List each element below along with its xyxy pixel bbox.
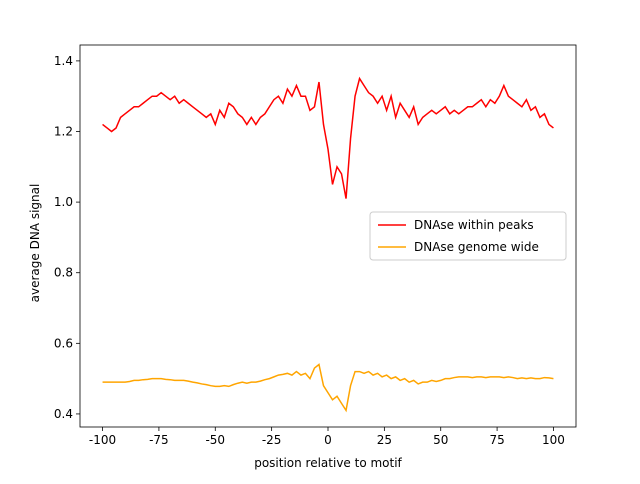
y-tick-label: 0.8 bbox=[54, 266, 73, 280]
x-tick-label: 100 bbox=[542, 433, 565, 447]
data-line bbox=[102, 363, 554, 413]
legend-label: DNAse genome wide bbox=[414, 240, 539, 254]
legend-box bbox=[369, 211, 567, 261]
x-tick-label: -50 bbox=[205, 433, 225, 447]
y-tick-label: 1.4 bbox=[54, 54, 73, 68]
y-tick-label: 1.0 bbox=[54, 195, 73, 209]
x-tick-label: 25 bbox=[377, 433, 392, 447]
x-tick-label: 75 bbox=[489, 433, 504, 447]
data-line bbox=[102, 76, 554, 199]
x-tick-label: -25 bbox=[262, 433, 282, 447]
x-tick-label: 50 bbox=[433, 433, 448, 447]
legend-label: DNAse within peaks bbox=[414, 218, 534, 232]
x-tick-label: 0 bbox=[324, 433, 332, 447]
x-tick-label: -100 bbox=[89, 433, 116, 447]
y-tick-label: 1.2 bbox=[54, 124, 73, 138]
y-tick-label: 0.6 bbox=[54, 336, 73, 350]
y-axis-label: average DNA signal bbox=[28, 184, 42, 303]
x-tick-label: -75 bbox=[149, 433, 169, 447]
x-axis-label: position relative to motif bbox=[254, 456, 402, 470]
y-tick-label: 0.4 bbox=[54, 407, 73, 421]
